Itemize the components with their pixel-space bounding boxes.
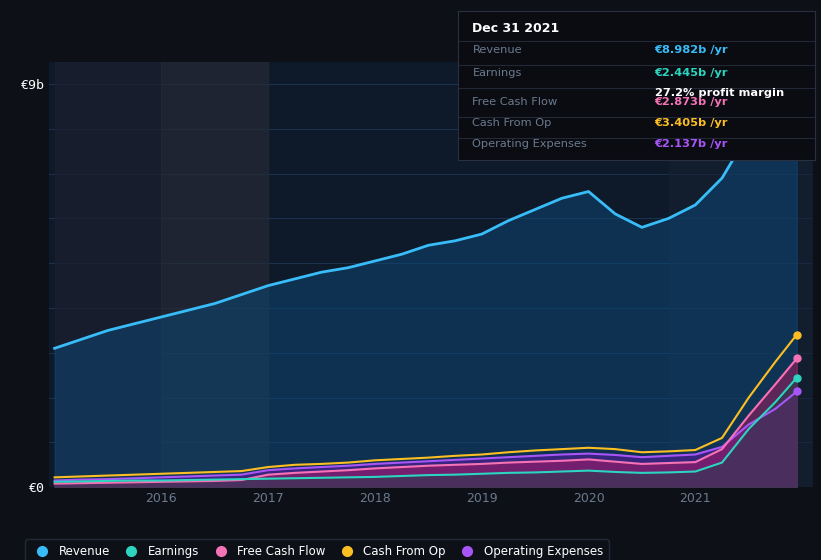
- Text: €3.405b /yr: €3.405b /yr: [654, 118, 728, 128]
- Text: Cash From Op: Cash From Op: [472, 118, 552, 128]
- Text: 27.2% profit margin: 27.2% profit margin: [654, 88, 784, 99]
- Text: Operating Expenses: Operating Expenses: [472, 139, 587, 149]
- Text: €2.873b /yr: €2.873b /yr: [654, 97, 728, 108]
- Text: Earnings: Earnings: [472, 68, 522, 78]
- Text: Dec 31 2021: Dec 31 2021: [472, 22, 560, 35]
- Legend: Revenue, Earnings, Free Cash Flow, Cash From Op, Operating Expenses: Revenue, Earnings, Free Cash Flow, Cash …: [25, 539, 608, 560]
- Text: Free Cash Flow: Free Cash Flow: [472, 97, 557, 108]
- Text: Revenue: Revenue: [472, 45, 522, 55]
- Bar: [668, 62, 813, 487]
- Text: €2.445b /yr: €2.445b /yr: [654, 68, 728, 78]
- Bar: [55, 62, 162, 487]
- Bar: [162, 62, 268, 487]
- Text: €8.982b /yr: €8.982b /yr: [654, 45, 728, 55]
- Text: €2.137b /yr: €2.137b /yr: [654, 139, 728, 149]
